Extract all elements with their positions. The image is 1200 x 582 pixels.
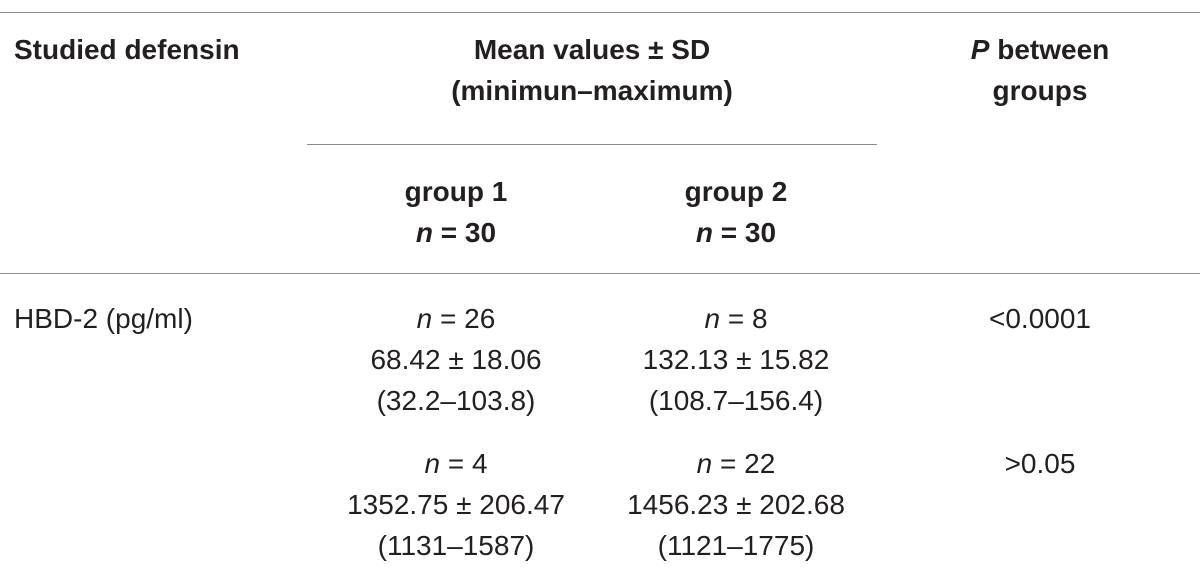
header-p-line1: P between (880, 31, 1200, 69)
row2-p-text: >0.05 (1004, 448, 1076, 479)
header-studied-defensin: Studied defensin (14, 31, 304, 69)
header-group1-n: n = 30 (316, 214, 596, 252)
table-top-rule (0, 12, 1200, 13)
header-p-between-groups: P between groups (880, 31, 1200, 110)
row1-p-text: <0.0001 (989, 303, 1091, 334)
row2-p-value: >0.05 (880, 445, 1200, 483)
header-group1-name: group 1 (404, 176, 508, 207)
header-group-1: group 1 n = 30 (316, 173, 596, 252)
row1-group2-range: (108.7–156.4) (648, 385, 824, 416)
header-studied-text: Studied defensin (14, 34, 240, 65)
row1-group1-n-label: n (416, 303, 433, 334)
row1-label-text: HBD-2 (pg/ml) (14, 303, 193, 334)
row2-group2-n: n = 22 (596, 445, 876, 483)
header-p-symbol: P (970, 34, 990, 65)
row1-group2-n-value: = 8 (720, 303, 768, 334)
header-mean-line1: Mean values ± SD (473, 34, 711, 65)
header-group-2: group 2 n = 30 (596, 173, 876, 252)
header-group2-name: group 2 (684, 176, 788, 207)
row2-group1-n: n = 4 (316, 445, 596, 483)
row2-group2-n-label: n (696, 448, 713, 479)
row2-group1-mean-sd: 1352.75 ± 206.47 (347, 489, 565, 520)
row1-group1-n-value: = 26 (432, 303, 496, 334)
row2-group1-n-value: = 4 (440, 448, 488, 479)
row1-group2-n: n = 8 (596, 300, 876, 338)
header-group1-n-value: = 30 (433, 217, 497, 248)
row2-group1-cell: n = 4 1352.75 ± 206.47 (1131–1587) (316, 445, 596, 565)
row1-group1-cell: n = 26 68.42 ± 18.06 (32.2–103.8) (316, 300, 596, 420)
header-p-line1-rest: between (989, 34, 1110, 65)
row1-group2-mean-sd: 132.13 ± 15.82 (642, 344, 830, 375)
row2-group1-n-label: n (424, 448, 441, 479)
row1-group1-n: n = 26 (316, 300, 596, 338)
row1-group1-range: (32.2–103.8) (376, 385, 536, 416)
header-group2-n-label: n (695, 217, 714, 248)
row2-group1-range: (1131–1587) (377, 530, 535, 561)
header-p-line2: groups (992, 75, 1088, 106)
header-mean-values: Mean values ± SD (minimun–maximum) (307, 31, 877, 110)
header-span-rule (307, 144, 877, 145)
header-bottom-rule (0, 273, 1200, 274)
row-label-hbd2: HBD-2 (pg/ml) (14, 300, 304, 338)
row1-group2-cell: n = 8 132.13 ± 15.82 (108.7–156.4) (596, 300, 876, 420)
row2-group2-mean-sd: 1456.23 ± 202.68 (627, 489, 845, 520)
header-group1-n-label: n (415, 217, 434, 248)
row1-group2-n-label: n (704, 303, 721, 334)
row2-group2-range: (1121–1775) (657, 530, 815, 561)
header-group2-n-value: = 30 (713, 217, 777, 248)
row1-group1-mean-sd: 68.42 ± 18.06 (370, 344, 542, 375)
header-mean-line2: (minimun–maximum) (451, 75, 733, 106)
row1-p-value: <0.0001 (880, 300, 1200, 338)
row2-group2-cell: n = 22 1456.23 ± 202.68 (1121–1775) (596, 445, 876, 565)
row2-group2-n-value: = 22 (712, 448, 776, 479)
header-group2-n: n = 30 (596, 214, 876, 252)
